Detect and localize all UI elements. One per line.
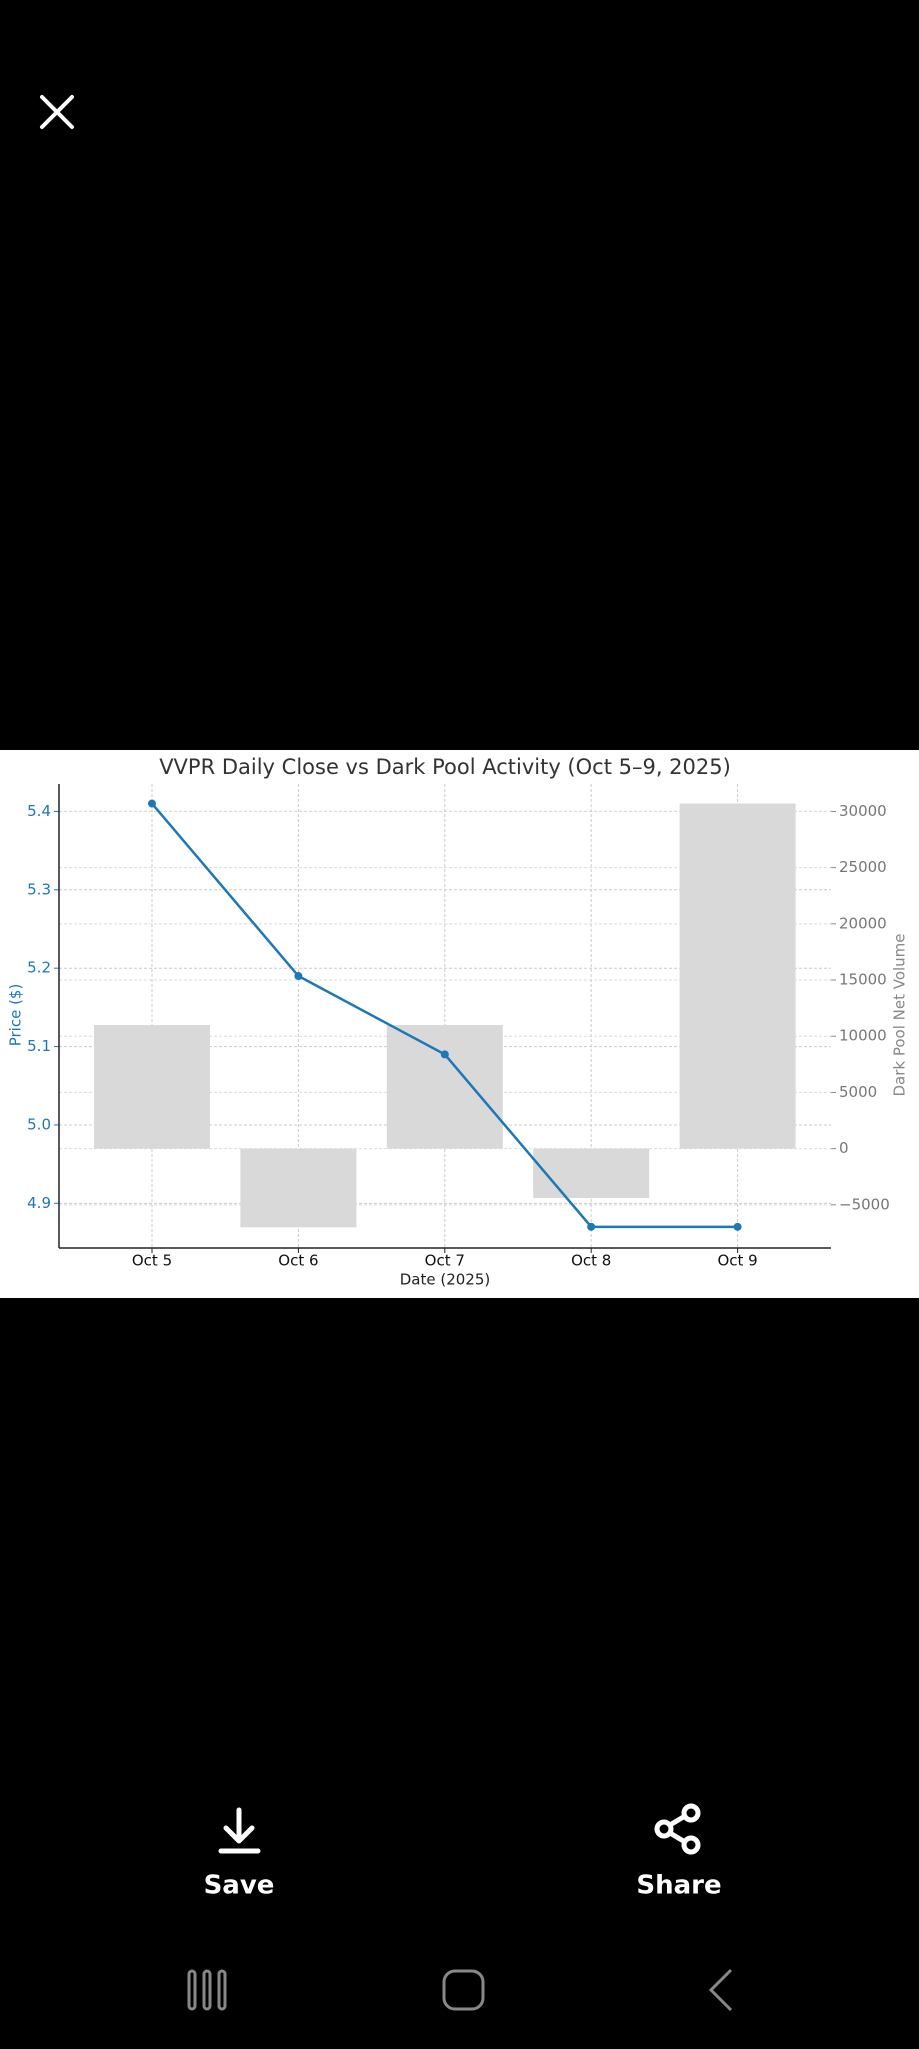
y2-tick-label: 25000 xyxy=(839,858,887,876)
price-point xyxy=(148,799,156,808)
save-button[interactable]: Save xyxy=(204,1807,275,1901)
bar xyxy=(679,803,796,1149)
y-tick-label: 4.9 xyxy=(27,1194,51,1212)
y2-tick-label: 15000 xyxy=(839,971,887,989)
x-tick-label: Oct 6 xyxy=(278,1252,318,1270)
y-tick-label: 5.3 xyxy=(27,880,51,898)
x-tick-label: Oct 5 xyxy=(132,1252,172,1270)
bar xyxy=(386,1024,503,1149)
x-tick-label: Oct 9 xyxy=(717,1252,757,1270)
y-axis-label: Price ($) xyxy=(7,984,25,1047)
recent-apps-button[interactable] xyxy=(187,1969,227,2011)
bar xyxy=(240,1148,357,1228)
x-tick-label: Oct 8 xyxy=(571,1252,611,1270)
price-point xyxy=(587,1222,596,1231)
price-point xyxy=(294,972,303,981)
y2-tick-label: 10000 xyxy=(839,1027,887,1045)
y2-tick-label: −5000 xyxy=(839,1195,890,1213)
y2-axis-label: Dark Pool Net Volume xyxy=(891,933,909,1096)
price-point xyxy=(733,1222,742,1231)
chart-title: VVPR Daily Close vs Dark Pool Activity (… xyxy=(159,755,731,779)
back-button[interactable] xyxy=(708,1968,733,2012)
y-tick-label: 5.0 xyxy=(27,1115,51,1133)
share-label: Share xyxy=(636,1871,721,1901)
nav-bar xyxy=(187,1968,733,2012)
x-tick-label: Oct 7 xyxy=(425,1252,465,1270)
y2-tick-label: 5000 xyxy=(839,1083,877,1101)
price-point xyxy=(440,1050,449,1059)
save-label: Save xyxy=(204,1871,275,1901)
bar xyxy=(533,1148,650,1199)
y-tick-label: 5.1 xyxy=(27,1037,51,1055)
x-axis-label: Date (2025) xyxy=(400,1271,491,1289)
close-button[interactable] xyxy=(40,95,74,129)
y-tick-label: 5.4 xyxy=(27,802,51,820)
home-button[interactable] xyxy=(442,1969,485,2011)
bar xyxy=(94,1024,210,1149)
y2-tick-label: 20000 xyxy=(839,914,887,932)
y2-tick-label: 30000 xyxy=(839,802,887,820)
y2-tick-label: 0 xyxy=(839,1139,849,1157)
share-button[interactable]: Share xyxy=(636,1803,722,1901)
y-tick-label: 5.2 xyxy=(27,959,51,977)
